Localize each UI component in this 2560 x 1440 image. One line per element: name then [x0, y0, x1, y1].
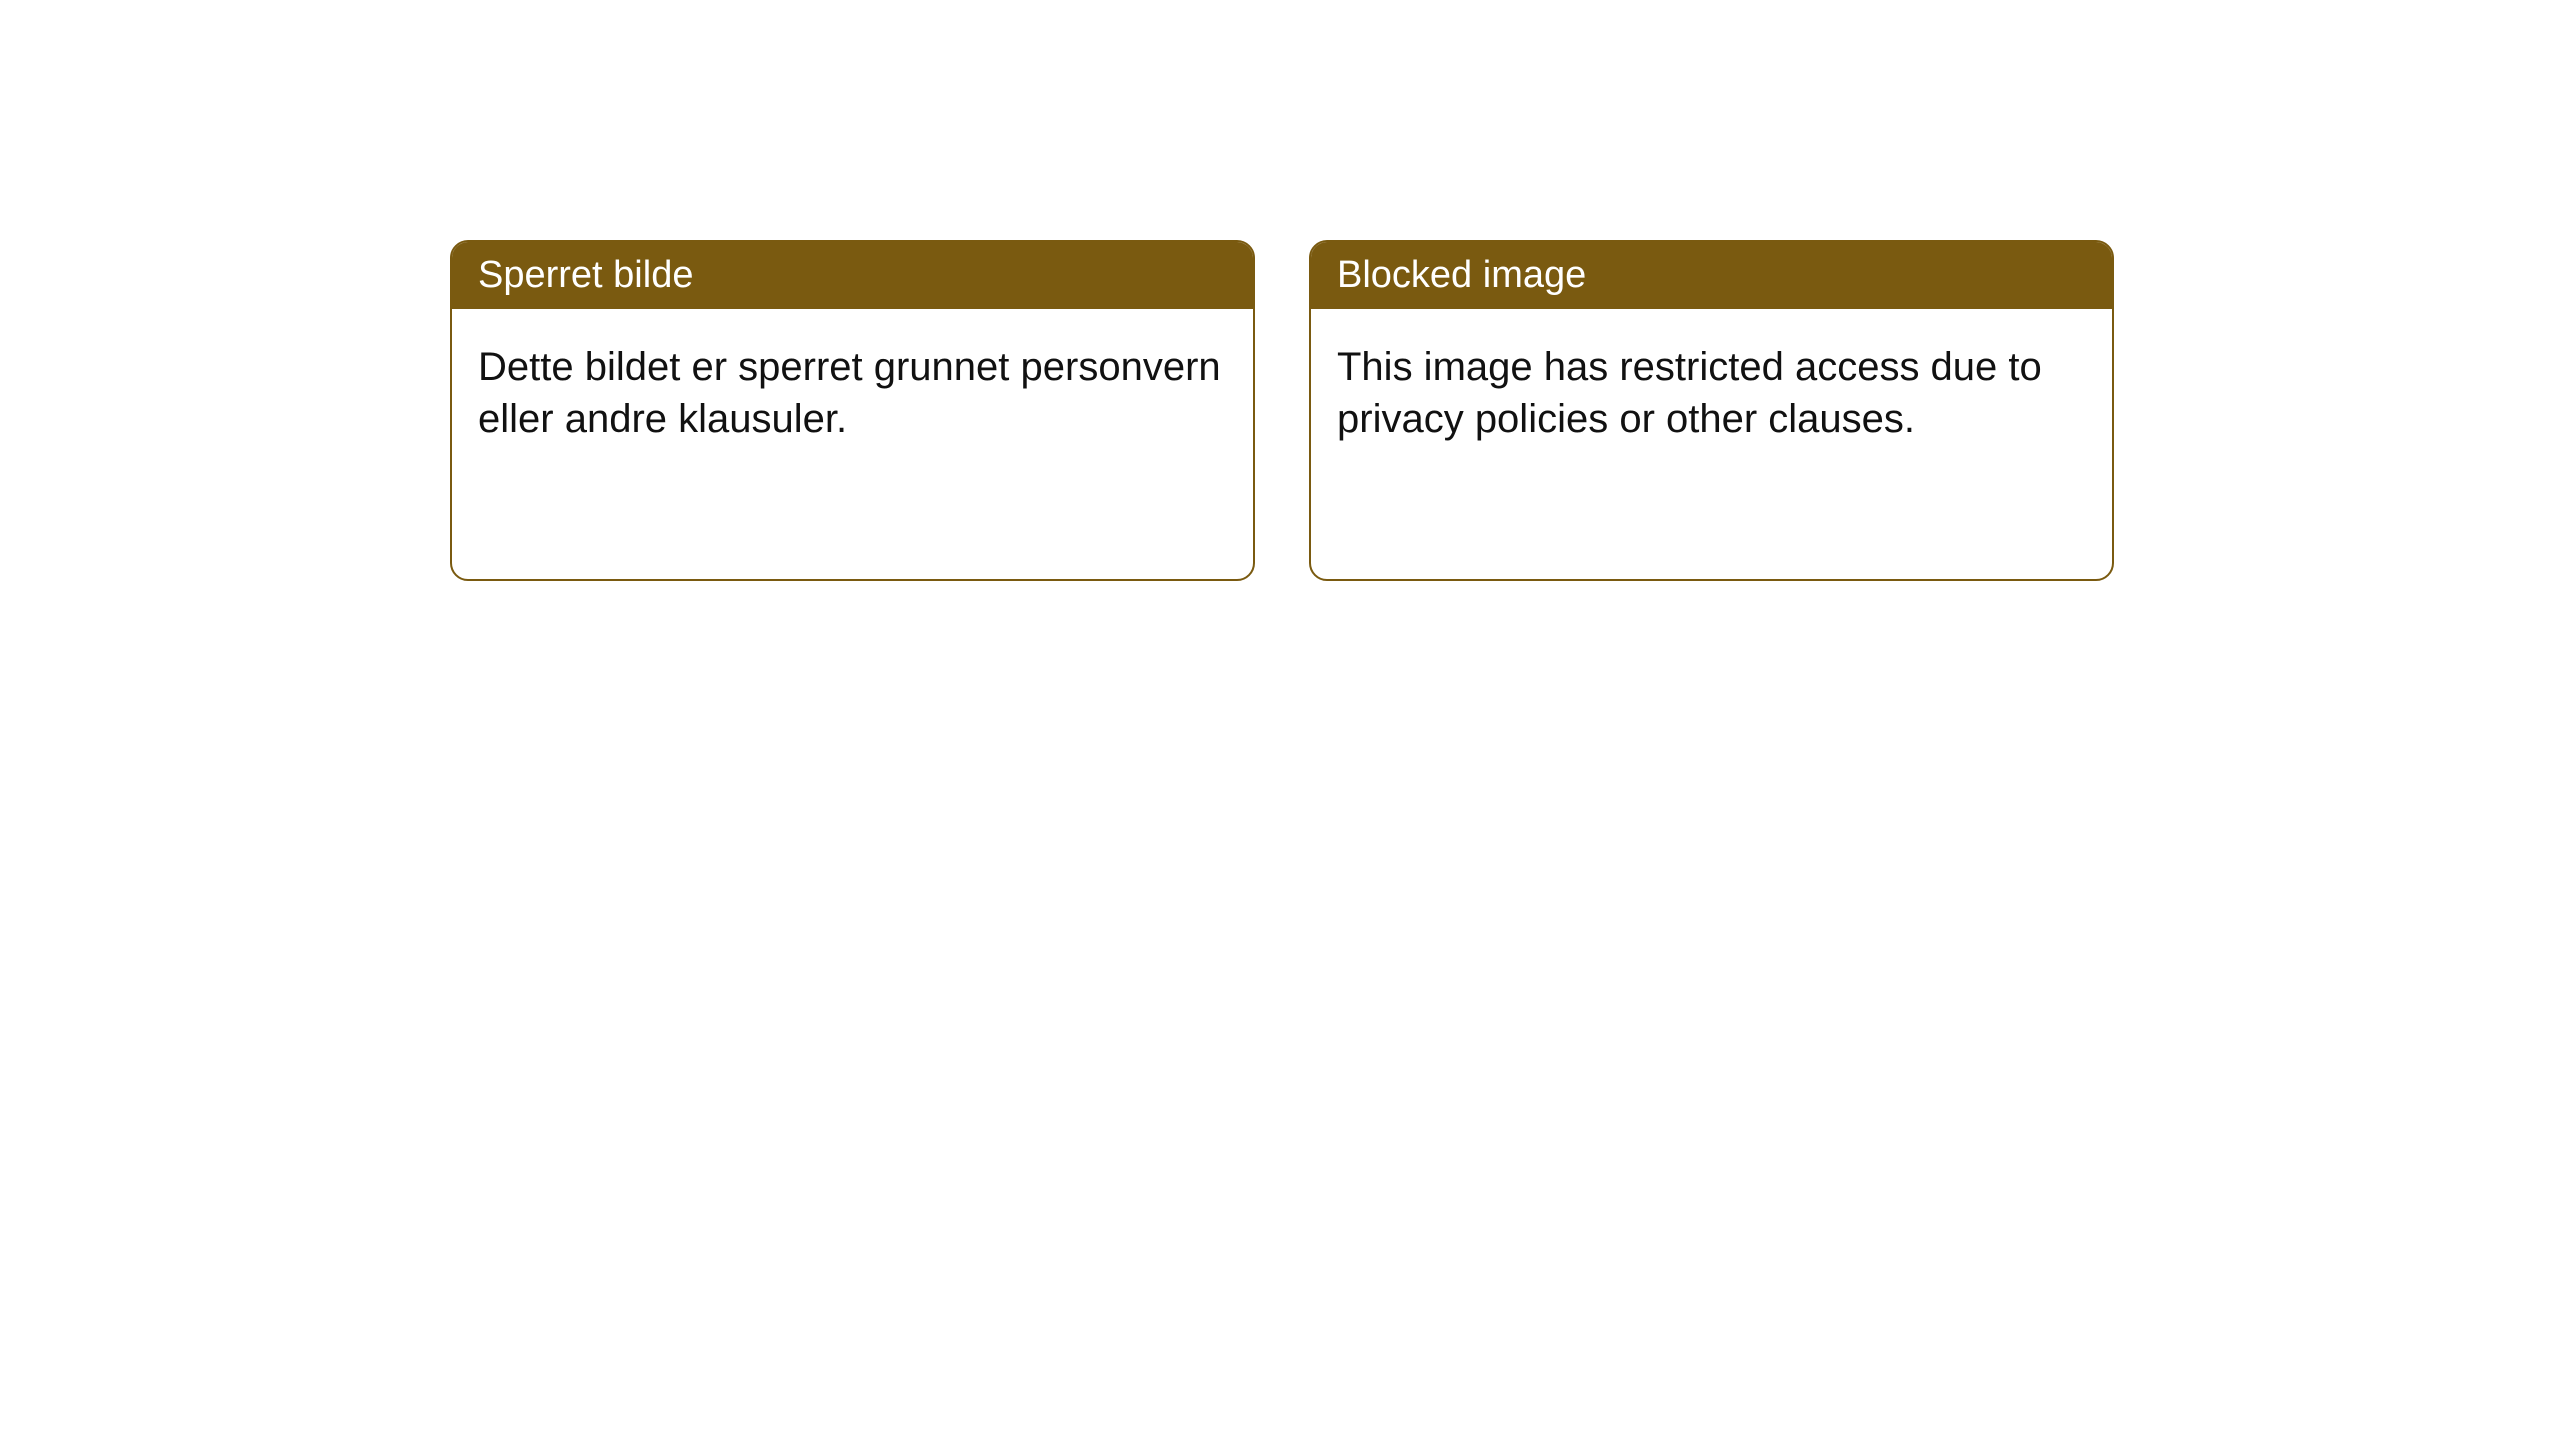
notice-header-no: Sperret bilde — [452, 242, 1253, 309]
notice-container: Sperret bilde Dette bildet er sperret gr… — [0, 0, 2560, 581]
notice-card-en: Blocked image This image has restricted … — [1309, 240, 2114, 581]
notice-title-en: Blocked image — [1337, 254, 1586, 296]
notice-text-no: Dette bildet er sperret grunnet personve… — [478, 345, 1221, 441]
notice-text-en: This image has restricted access due to … — [1337, 345, 2042, 441]
notice-card-no: Sperret bilde Dette bildet er sperret gr… — [450, 240, 1255, 581]
notice-body-en: This image has restricted access due to … — [1311, 309, 2112, 579]
notice-header-en: Blocked image — [1311, 242, 2112, 309]
notice-body-no: Dette bildet er sperret grunnet personve… — [452, 309, 1253, 579]
notice-title-no: Sperret bilde — [478, 254, 693, 296]
